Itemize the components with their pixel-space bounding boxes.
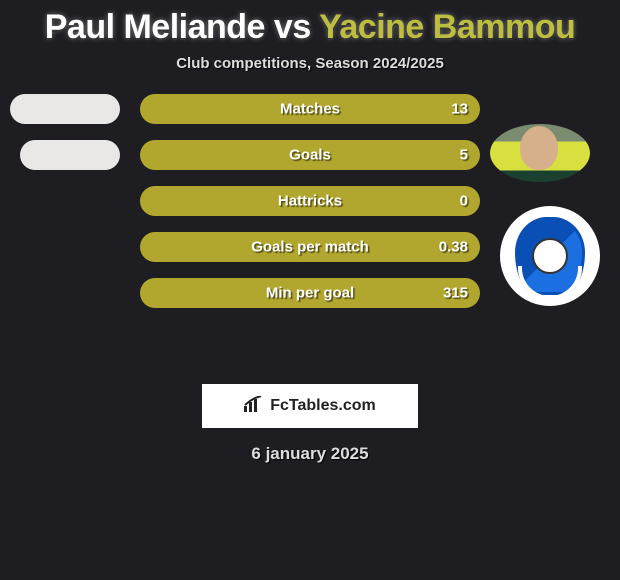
stat-label: Min per goal [266,285,354,302]
player2-club-badge [500,206,600,306]
subtitle: Club competitions, Season 2024/2025 [0,55,620,72]
stat-value: 13 [451,101,468,118]
stat-value: 0 [460,193,468,210]
bar-left-matches [10,94,120,124]
bar-right-goals: Goals 5 [140,140,480,170]
player2-name: Yacine Bammou [319,8,575,46]
bar-right-matches: Matches 13 [140,94,480,124]
watermark: FcTables.com [202,384,418,428]
stat-label: Goals [289,147,331,164]
stat-label: Matches [280,101,340,118]
stat-label: Goals per match [251,239,369,256]
watermark-label: FcTables.com [270,397,376,415]
bar-left-goals [20,140,120,170]
stat-value: 5 [460,147,468,164]
bar-right-gpm: Goals per match 0.38 [140,232,480,262]
player2-photo [490,124,590,182]
stat-value: 315 [443,285,468,302]
shield-icon [515,217,585,295]
bar-right-hattricks: Hattricks 0 [140,186,480,216]
date-label: 6 january 2025 [0,444,620,464]
stat-value: 0.38 [439,239,468,256]
page-title: Paul Meliande vs Yacine Bammou [0,0,620,49]
bar-right-mpg: Min per goal 315 [140,278,480,308]
chart-icon [244,396,264,417]
vs-separator: vs [274,8,311,46]
player1-name: Paul Meliande [45,8,265,46]
stat-label: Hattricks [278,193,342,210]
